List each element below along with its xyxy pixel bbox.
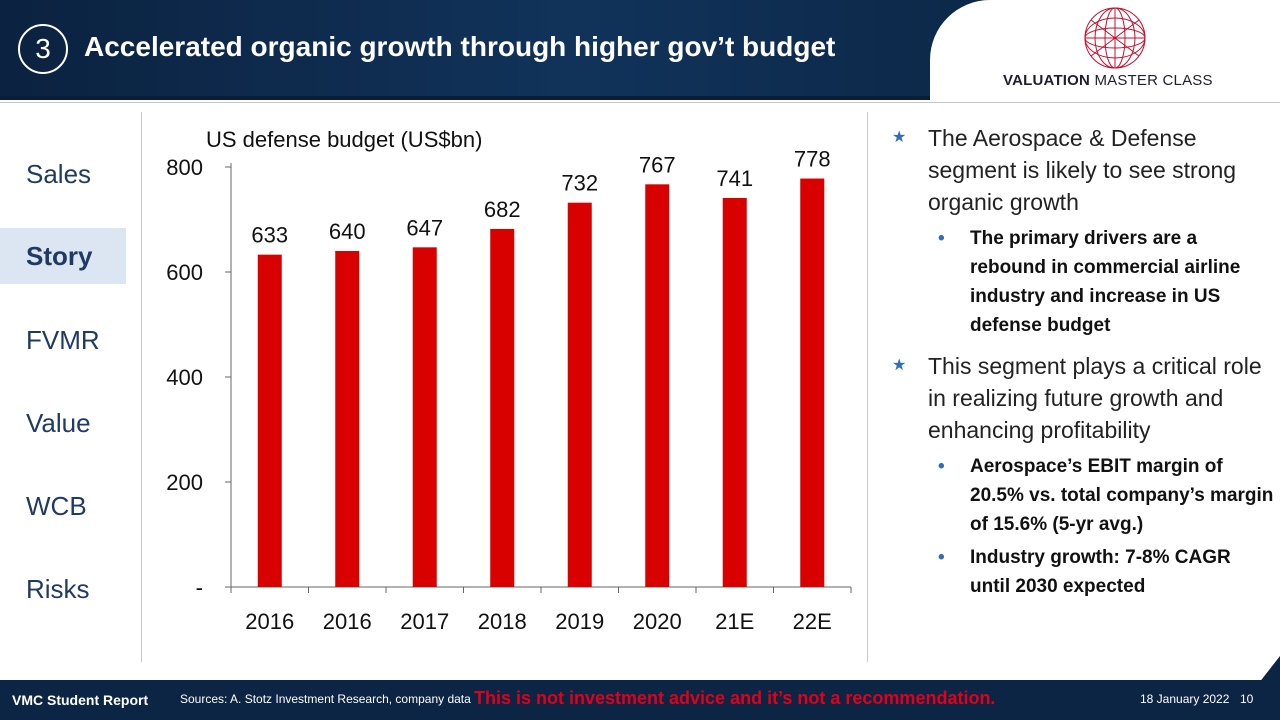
logo-wordmark: VALUATION MASTER CLASS xyxy=(1003,72,1213,89)
y-tick-label: 200 xyxy=(166,470,203,495)
x-tick-label: 2017 xyxy=(400,609,449,634)
data-label: 732 xyxy=(561,171,598,196)
logo-panel xyxy=(930,0,1280,100)
logo-word-bold: VALUATION xyxy=(1003,72,1091,89)
bullet-text: The Aerospace & Defense segment is likel… xyxy=(928,125,1237,215)
nav-item-risks[interactable]: Risks xyxy=(26,574,90,604)
disclaimer-text: This is not investment advice and it’s n… xyxy=(474,688,996,708)
x-tick-label: 2016 xyxy=(245,609,294,634)
bar xyxy=(645,184,670,587)
x-tick-label: 2019 xyxy=(555,609,604,634)
y-tick-label: 600 xyxy=(166,260,203,285)
bullet-item: ★ The Aerospace & Defense segment is like… xyxy=(880,122,1275,218)
section-number-badge: 3 xyxy=(18,24,68,74)
x-tick-label: 22E xyxy=(793,609,832,634)
nav-item-wcb[interactable]: WCB xyxy=(26,491,87,521)
header-bar: 3 Accelerated organic growth through hig… xyxy=(0,0,1280,100)
nav-item-fvmr[interactable]: FVMR xyxy=(26,325,100,355)
data-label: 682 xyxy=(484,197,521,222)
data-label: 778 xyxy=(794,147,831,172)
bar xyxy=(567,202,592,587)
bullet-list: ★ The Aerospace & Defense segment is like… xyxy=(880,122,1275,605)
dot-bullet-icon: • xyxy=(938,547,945,568)
bar-chart: - 200 400 600 800 633 2016 640 2016 647 2017 682 201… xyxy=(166,147,852,634)
bullet-item: ★ This segment plays a critical role in r… xyxy=(880,350,1275,446)
bar xyxy=(257,254,282,588)
x-tick-label: 2016 xyxy=(323,609,372,634)
sub-bullet-text: Industry growth: 7-8% CAGR until 2030 ex… xyxy=(970,547,1231,597)
globe-logo-icon xyxy=(1084,7,1146,69)
page-title: Accelerated organic growth through highe… xyxy=(84,31,836,62)
logo-word-light: MASTER CLASS xyxy=(1094,72,1213,89)
data-label: 741 xyxy=(716,166,753,191)
y-tick-label: 800 xyxy=(166,155,203,180)
footer-bar: VMC Student Report Sources: A. Stotz Inv… xyxy=(0,680,1280,720)
data-label: 647 xyxy=(406,215,443,240)
nav-item-sales[interactable]: Sales xyxy=(26,159,92,189)
report-date: 18 January 2022 xyxy=(1140,692,1230,706)
star-bullet-icon: ★ xyxy=(892,357,907,374)
sub-bullet-item: • Aerospace’s EBIT margin of 20.5% vs. to… xyxy=(880,452,1275,539)
x-tick-label: 2020 xyxy=(633,609,682,634)
y-tick-label: - xyxy=(196,575,203,600)
bar xyxy=(722,197,747,587)
x-tick-label: 2018 xyxy=(478,609,527,634)
chart-title: US defense budget (US$bn) xyxy=(206,127,483,152)
bar xyxy=(412,247,437,587)
y-tick-label: 400 xyxy=(166,365,203,390)
report-label: VMC Student Report xyxy=(12,692,149,708)
bar xyxy=(800,178,825,588)
data-label: 633 xyxy=(251,223,288,248)
dot-bullet-icon: • xyxy=(938,228,945,249)
page-number: 10 xyxy=(1240,692,1254,706)
sub-bullet-text: Aerospace’s EBIT margin of 20.5% vs. tot… xyxy=(970,456,1274,535)
header-underline xyxy=(0,96,1280,100)
data-label: 640 xyxy=(329,219,366,244)
nav-item-story[interactable]: Story xyxy=(0,228,126,284)
bar xyxy=(490,228,515,587)
sub-bullet-item: • The primary drivers are a rebound in co… xyxy=(880,224,1275,340)
bullet-text: This segment plays a critical role in re… xyxy=(928,353,1262,443)
data-label: 767 xyxy=(639,152,676,177)
header-divider xyxy=(0,102,1280,103)
x-tick-label: 21E xyxy=(715,609,754,634)
sources-note: Sources: A. Stotz Investment Research, c… xyxy=(180,692,471,706)
nav-item-value[interactable]: Value xyxy=(26,408,91,438)
sub-bullet-item: • Industry growth: 7-8% CAGR until 2030 e… xyxy=(880,543,1275,601)
dot-bullet-icon: • xyxy=(938,456,945,477)
nav-divider xyxy=(141,112,142,662)
star-bullet-icon: ★ xyxy=(892,129,907,146)
chart-divider xyxy=(867,112,868,662)
sub-bullet-text: The primary drivers are a rebound in com… xyxy=(970,228,1241,336)
bar xyxy=(335,251,360,587)
